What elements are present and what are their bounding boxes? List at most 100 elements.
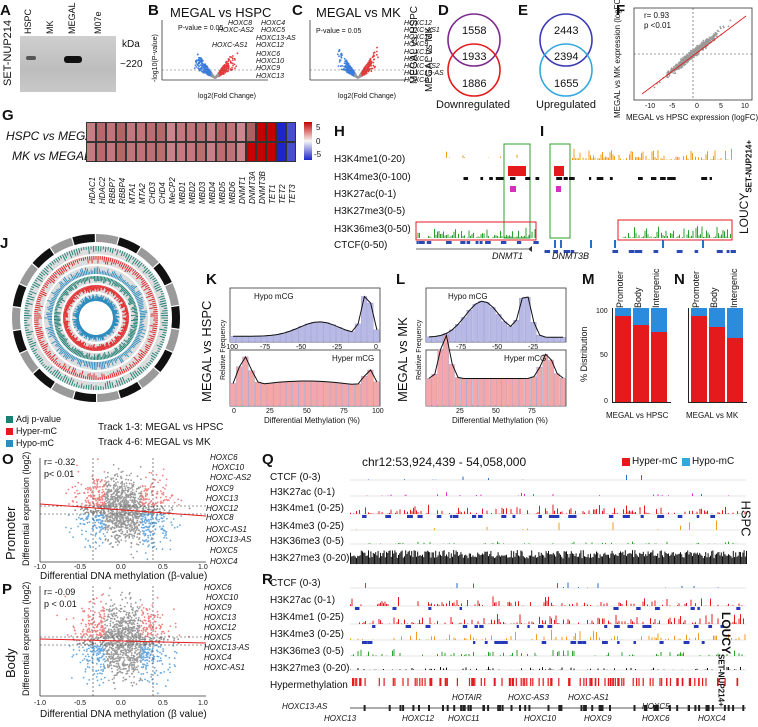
scatter-point [102,490,105,493]
circos-bar [120,331,125,335]
circos-bar [54,323,62,326]
scatter-point [119,501,122,504]
circos-bar [110,352,114,357]
scatter-point [141,515,143,518]
scatter-point [156,519,158,521]
venn-d-caption: Downregulated [436,99,510,111]
scatter-point [109,484,112,487]
scatter-point [174,622,177,625]
circos-bar [74,259,77,263]
h3k36me3-signal [655,237,656,238]
venn-e-mid: 2394 [554,51,579,63]
scatter-o-xtick: 0.5 [158,564,168,571]
circos-bar [136,298,143,302]
circos-bar [73,282,78,289]
scatter-point [710,36,712,39]
scatter-point [116,473,118,475]
scatter-point [698,46,701,49]
scatter-o-gene: HOXC-AS2 [210,473,251,482]
h3k36me3-signal [689,236,691,238]
scatter-point [121,517,123,520]
circos-bar [85,333,89,340]
circos-bar [120,251,124,257]
scatter-point [107,613,110,616]
circos-bar [102,276,104,281]
hist-bar [373,329,380,343]
circos-bar [62,291,68,296]
circos-bar [55,270,61,276]
circos-bar [84,332,88,336]
scatter-point [106,651,109,654]
volcano-c-gene: HOXC-AS2 [404,63,440,70]
scatter-point [126,526,129,529]
circos-bar [112,311,118,314]
circos-bar [118,345,124,351]
circos-bar [46,307,54,310]
scatter-point [134,494,137,496]
chromosome-ideogram [73,391,96,402]
bar-hypo-segment [727,308,743,339]
circos-bar [111,372,114,378]
circos-bar [65,328,70,331]
circos-bar [113,358,117,364]
scatter-point [130,603,132,605]
panel-j: J Adj p-value Hyper-mC Hypo-mC [0,230,184,448]
circos-bar [130,307,137,310]
circos-bar [62,365,67,371]
scatter-point [131,489,134,491]
venn-d-circles [447,13,501,97]
h3k36me3-signal [692,230,694,238]
circos-bar [97,297,100,302]
h3k4me1-signal [632,151,633,160]
scatter-point [122,501,125,504]
scatter-point [144,492,147,494]
circos-bar [72,356,76,362]
circos-bar [139,325,145,328]
circos-bar [115,339,119,343]
track-dash [667,177,672,180]
lane-megal: MEGAL [67,2,77,34]
panel-label-p: P [2,581,13,598]
circos-bar [132,342,137,346]
circos-bar [123,289,128,294]
scatter-point [129,524,131,526]
panel-m: M % Distribution Promoter Body Intergeni… [578,262,674,422]
circos-bar [149,306,158,310]
circos-bar [81,303,85,307]
scatter-point [147,536,150,539]
scatter-point [94,541,97,543]
heatmap-cell [136,142,146,162]
circos-bar [163,307,168,309]
circos-bar [119,343,125,350]
circos-bar [57,363,61,368]
scatter-point [124,492,126,494]
scatter-point [160,500,162,503]
scatter-point [153,485,155,488]
circos-bar [125,350,129,354]
track-label: H3K27ac(0-1) [334,189,397,200]
scatter-point [114,524,117,527]
circos-bar [128,300,135,305]
circos-bar [85,360,88,367]
scatter-point [138,533,141,535]
volcano-point [372,54,375,57]
hist-bar [361,375,368,407]
bar-hyper-segment [615,315,631,402]
circos-bar [80,383,83,389]
circos-bar [115,347,120,354]
scatter-point [124,510,127,513]
h3k4me1-signal [710,159,711,160]
scatter-point [108,500,111,503]
circos-bar [66,252,69,256]
hist-bar [292,328,299,343]
scatter-point [114,497,117,499]
h3k36me3-signal [434,229,435,238]
circos-bar [112,310,119,314]
scatter-point [188,507,191,510]
h3k36me3-signal [641,237,643,238]
hist-bar [490,307,496,343]
circos-bar [125,292,131,297]
circos-bar [104,332,107,335]
scatter-point [83,492,86,494]
circos-bar [51,297,56,301]
